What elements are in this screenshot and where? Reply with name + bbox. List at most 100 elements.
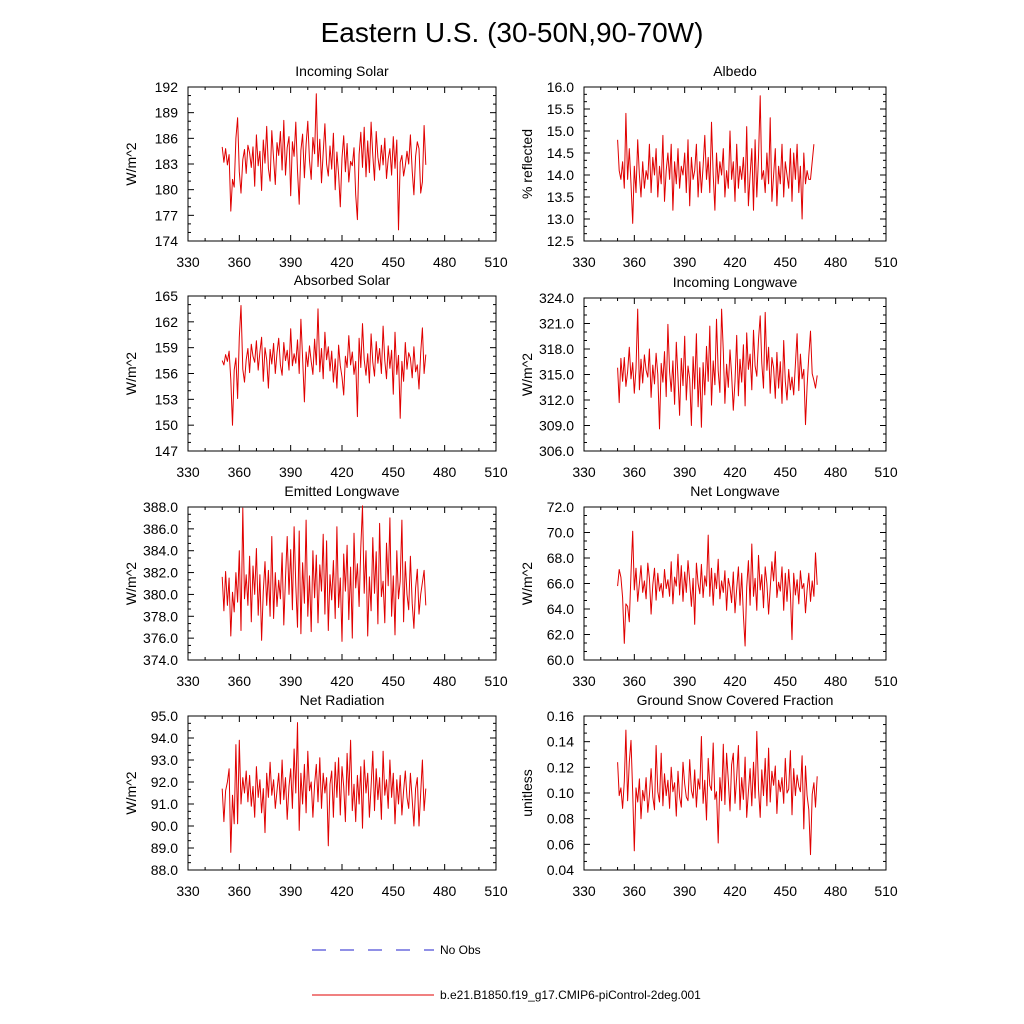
y-tick-label: 66.0 <box>547 576 574 592</box>
y-tick-label: 14.5 <box>547 145 574 161</box>
panel-title: Incoming Solar <box>295 63 389 79</box>
y-tick-label: 374.0 <box>143 652 178 668</box>
x-tick-label: 450 <box>382 254 406 270</box>
y-tick-label: 386.0 <box>143 521 178 537</box>
x-tick-label: 420 <box>723 464 747 480</box>
x-tick-label: 510 <box>874 464 898 480</box>
legend: No Obs b.e21.B1850.f19_g17.CMIP6-piContr… <box>312 943 701 1002</box>
x-tick-label: 420 <box>330 673 354 689</box>
y-tick-label: 388.0 <box>143 499 178 515</box>
y-tick-label: 147 <box>155 443 179 459</box>
y-tick-label: 321.0 <box>539 316 574 332</box>
x-tick-label: 450 <box>774 464 798 480</box>
x-tick-label: 420 <box>723 673 747 689</box>
y-tick-label: 315.0 <box>539 367 574 383</box>
y-tick-label: 62.0 <box>547 627 574 643</box>
y-tick-label: 162 <box>155 314 179 330</box>
y-tick-label: 72.0 <box>547 499 574 515</box>
x-tick-label: 330 <box>176 673 200 689</box>
y-tick-label: 153 <box>155 391 179 407</box>
y-axis-label: W/m^2 <box>123 771 139 814</box>
y-tick-label: 0.04 <box>547 862 574 878</box>
x-tick-label: 330 <box>572 254 596 270</box>
y-tick-label: 0.08 <box>547 811 574 827</box>
y-tick-label: 0.14 <box>547 734 574 750</box>
x-tick-label: 480 <box>824 254 848 270</box>
panel-title: Albedo <box>713 63 757 79</box>
x-tick-label: 480 <box>433 673 457 689</box>
y-tick-label: 156 <box>155 366 179 382</box>
panel-7: Net Radiation W/m^2 330 360 390 420 450 480 510 8… <box>123 692 508 899</box>
x-tick-label: 450 <box>382 464 406 480</box>
y-axis-label: unitless <box>519 769 535 816</box>
x-tick-label: 330 <box>176 254 200 270</box>
y-tick-label: 0.06 <box>547 836 574 852</box>
y-axis-label: % reflected <box>519 129 535 199</box>
x-tick-label: 420 <box>723 254 747 270</box>
y-tick-label: 183 <box>155 156 179 172</box>
x-tick-label: 510 <box>484 673 508 689</box>
y-tick-label: 384.0 <box>143 543 178 559</box>
y-tick-label: 174 <box>155 233 179 249</box>
x-tick-label: 360 <box>623 464 647 480</box>
x-tick-label: 390 <box>279 673 303 689</box>
y-tick-label: 88.0 <box>151 862 178 878</box>
y-tick-label: 180 <box>155 182 179 198</box>
x-tick-label: 330 <box>572 464 596 480</box>
x-tick-label: 360 <box>228 883 252 899</box>
y-tick-label: 0.12 <box>547 759 574 775</box>
x-tick-label: 360 <box>228 254 252 270</box>
y-tick-label: 306.0 <box>539 443 574 459</box>
y-axis-label: W/m^2 <box>123 142 139 185</box>
x-tick-label: 390 <box>279 254 303 270</box>
y-tick-label: 165 <box>155 288 179 304</box>
y-tick-label: 192 <box>155 79 179 95</box>
y-tick-label: 91.0 <box>151 796 178 812</box>
panel-6: Net Longwave W/m^2 330 360 390 420 450 480 510 60… <box>519 483 898 689</box>
y-tick-label: 0.16 <box>547 708 574 724</box>
panel-4: Incoming Longwave W/m^2 330 360 390 420 450 480… <box>519 274 898 480</box>
x-tick-label: 360 <box>228 673 252 689</box>
legend-item-model: b.e21.B1850.f19_g17.CMIP6-piControl-2deg… <box>312 988 701 1002</box>
panels: Incoming Solar W/m^2 330 360 390 420 450 480 510… <box>123 63 898 899</box>
y-tick-label: 68.0 <box>547 550 574 566</box>
series-line <box>617 308 818 430</box>
series-line <box>617 729 818 856</box>
y-tick-label: 95.0 <box>151 708 178 724</box>
y-tick-label: 376.0 <box>143 630 178 646</box>
x-tick-label: 480 <box>433 883 457 899</box>
series-line <box>221 722 427 853</box>
x-tick-label: 450 <box>774 254 798 270</box>
y-tick-label: 318.0 <box>539 341 574 357</box>
y-tick-label: 309.0 <box>539 418 574 434</box>
panel-title: Absorbed Solar <box>294 272 391 288</box>
panel-title: Net Radiation <box>300 692 385 708</box>
legend-item-obs: No Obs <box>312 943 481 957</box>
y-axis-label: W/m^2 <box>519 562 535 605</box>
y-tick-label: 64.0 <box>547 601 574 617</box>
x-tick-label: 480 <box>824 464 848 480</box>
x-tick-label: 330 <box>176 464 200 480</box>
series-line <box>221 305 427 426</box>
x-tick-label: 480 <box>824 673 848 689</box>
legend-model-label: b.e21.B1850.f19_g17.CMIP6-piControl-2deg… <box>440 988 701 1002</box>
x-tick-label: 510 <box>874 883 898 899</box>
y-axis-label: W/m^2 <box>519 353 535 396</box>
series-line <box>617 530 818 647</box>
panel-title: Net Longwave <box>690 483 780 499</box>
x-tick-label: 450 <box>382 673 406 689</box>
page-title: Eastern U.S. (30-50N,90-70W) <box>321 17 704 48</box>
x-tick-label: 450 <box>774 673 798 689</box>
legend-obs-label: No Obs <box>440 943 481 957</box>
x-tick-label: 330 <box>572 883 596 899</box>
y-tick-label: 90.0 <box>151 818 178 834</box>
x-tick-label: 420 <box>330 883 354 899</box>
x-tick-label: 450 <box>382 883 406 899</box>
y-tick-label: 89.0 <box>151 840 178 856</box>
y-tick-label: 14.0 <box>547 167 574 183</box>
panel-8: Ground Snow Covered Fraction unitless 330 3… <box>519 692 898 899</box>
y-tick-label: 15.5 <box>547 101 574 117</box>
y-tick-label: 177 <box>155 207 179 223</box>
panel-title: Ground Snow Covered Fraction <box>637 692 834 708</box>
y-tick-label: 13.0 <box>547 211 574 227</box>
